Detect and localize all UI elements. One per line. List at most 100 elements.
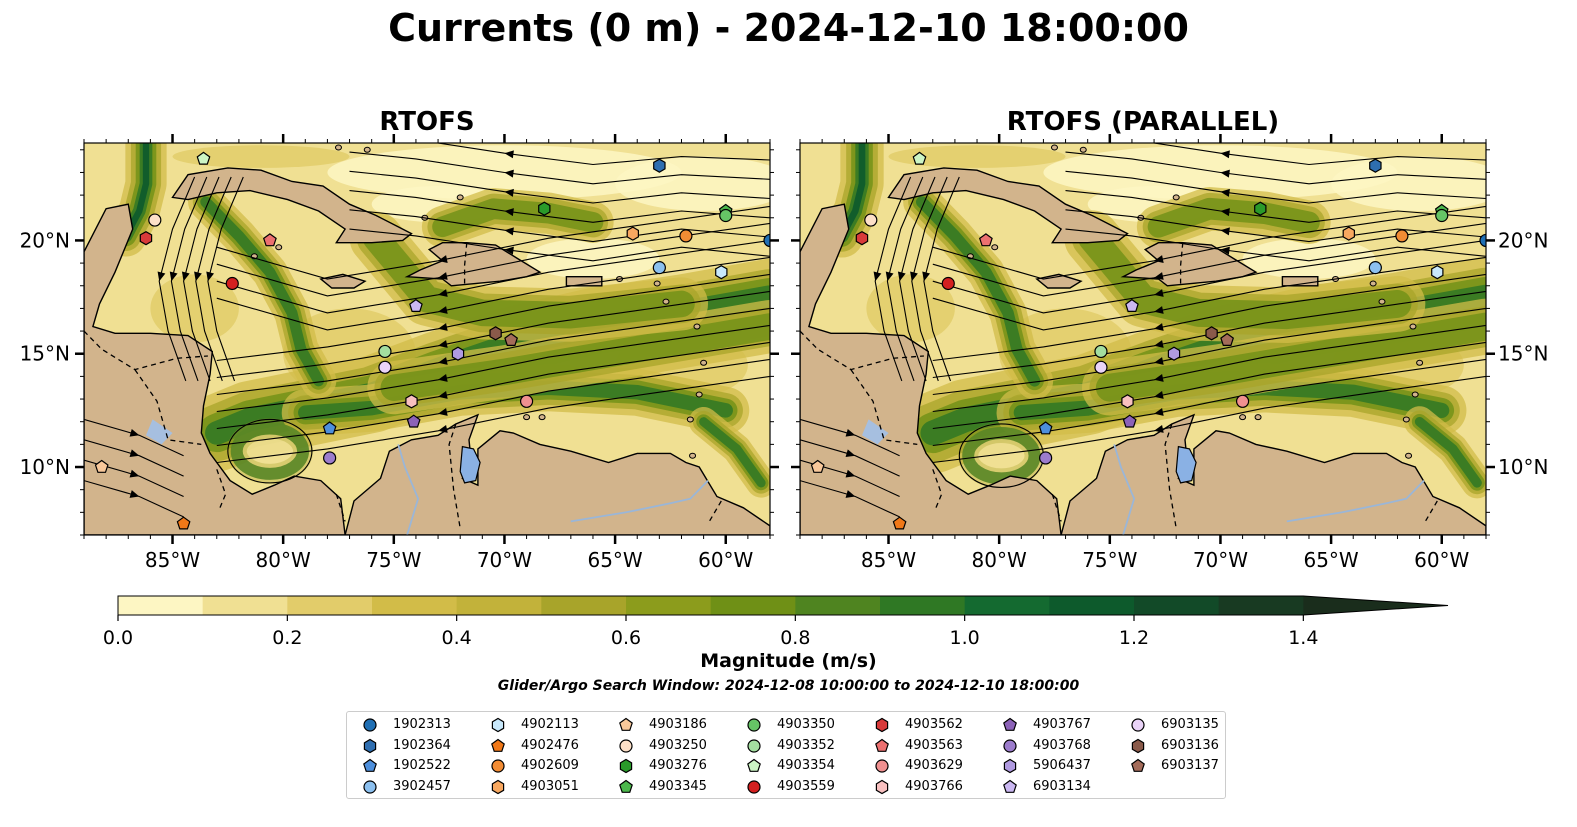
float-marker-5906437: [451, 346, 465, 361]
island: [1409, 323, 1417, 330]
legend-label: 4903350: [777, 717, 835, 732]
colorbar-tick-label: 0.0: [103, 627, 133, 649]
panel-frame: [83, 142, 771, 536]
legend-label: 4903186: [649, 717, 707, 732]
legend-label: 3902457: [393, 778, 451, 794]
float-marker-4903629: [1235, 394, 1250, 408]
float-marker-4903354: [912, 151, 927, 165]
current-jet: [1414, 416, 1482, 488]
island: [653, 280, 661, 287]
colorbar-outline: [117, 595, 1449, 616]
legend-marker-icon: [1131, 738, 1145, 753]
streamline: [170, 176, 208, 382]
streamline-arrow: [922, 271, 931, 282]
streamline: [207, 176, 244, 382]
current-jet: [838, 143, 866, 240]
float-legend: 1902313 1902364 1902522 3902457 4902113 49024…: [346, 711, 1226, 799]
colorbar-bin: [1218, 596, 1304, 615]
streamline-arrow: [1154, 357, 1164, 365]
streamline: [1065, 209, 1486, 243]
lake-nicaragua: [146, 419, 173, 445]
streamline-arrow: [129, 428, 140, 437]
legend-marker-icon: [363, 779, 377, 794]
streamline-arrow: [206, 271, 215, 282]
panel-frame: [799, 142, 1487, 536]
float-marker-4903051: [626, 226, 640, 241]
float-marker-4903352: [1094, 344, 1108, 359]
float-marker-4903768: [1039, 451, 1053, 465]
streamline-arrow: [129, 469, 140, 478]
current-jet: [432, 198, 604, 238]
legend-marker-icon: [747, 738, 761, 753]
streamline: [1065, 151, 1486, 185]
float-marker-3902457: [652, 261, 666, 275]
streamline-arrow: [1154, 289, 1164, 297]
country-border: [134, 369, 202, 446]
eddy-ring: [230, 422, 310, 480]
float-marker-4903563: [262, 233, 277, 247]
streamline-arrow: [194, 271, 202, 282]
streamline: [932, 222, 1486, 297]
colorbar-bin: [710, 596, 796, 615]
streamline: [216, 358, 770, 447]
legend-label: 6903137: [1161, 758, 1219, 773]
colorbar-tick-label: 0.6: [611, 627, 641, 649]
legend-marker-icon: [619, 717, 633, 731]
legend-marker-icon: [747, 718, 761, 732]
streamline: [932, 358, 1486, 447]
colorbar-bin: [118, 596, 204, 615]
streamline: [932, 205, 1486, 280]
country-border: [448, 423, 461, 529]
island: [1369, 280, 1377, 287]
island: [1050, 144, 1058, 151]
legend-label: 6903136: [1161, 737, 1219, 753]
streamline: [216, 324, 770, 413]
streamline-arrow: [1220, 188, 1230, 197]
streamline: [183, 176, 220, 382]
float-marker-6903136: [1205, 326, 1218, 341]
streamline: [1150, 143, 1486, 166]
legend-label: 4903629: [905, 758, 963, 773]
legend-label: 4903352: [777, 737, 835, 753]
streamline-arrow: [438, 289, 448, 297]
current-jet: [362, 224, 695, 329]
streamline-arrow: [1220, 169, 1230, 178]
streamline: [932, 256, 1486, 331]
legend-marker-icon: [1003, 758, 1017, 774]
streamline-arrow: [157, 271, 166, 282]
streamline-arrow: [845, 428, 856, 437]
land-cuba: [887, 167, 1129, 244]
legend-label: 4903766: [905, 778, 963, 794]
streamline-arrow: [1154, 255, 1164, 263]
country-border: [850, 369, 918, 446]
island: [1254, 414, 1262, 421]
streamline: [158, 176, 196, 382]
legend-label: 1902522: [393, 758, 451, 773]
y-tick-label: 10°N: [1498, 455, 1548, 479]
streamline: [1065, 228, 1486, 262]
x-tick-label: 65°W: [587, 548, 642, 572]
float-marker-4903563: [978, 233, 993, 247]
streamline-arrow: [1154, 425, 1164, 433]
colorbar-bin: [287, 596, 373, 615]
y-tick-label: 15°N: [1498, 342, 1548, 366]
colorbar-bin: [541, 596, 627, 615]
legend-label: 4903559: [777, 778, 835, 794]
float-marker-4903250: [864, 213, 878, 227]
x-tick-label: 70°W: [1193, 548, 1248, 572]
current-jet: [699, 417, 766, 488]
float-marker-4903354: [196, 151, 211, 165]
streamline-arrow: [504, 227, 514, 236]
streamline-arrow: [129, 449, 140, 458]
island: [695, 391, 703, 398]
land-pr: [565, 276, 603, 287]
legend-label: 4902476: [521, 737, 579, 753]
streamline-arrow: [885, 271, 894, 282]
colorbar-tick-label: 0.4: [442, 627, 472, 649]
streamline: [84, 439, 184, 477]
current-jet: [1078, 224, 1412, 330]
colorbar-tick-label: 0.2: [272, 627, 302, 649]
streamline-arrow: [504, 246, 514, 255]
land-hisp: [404, 242, 542, 287]
